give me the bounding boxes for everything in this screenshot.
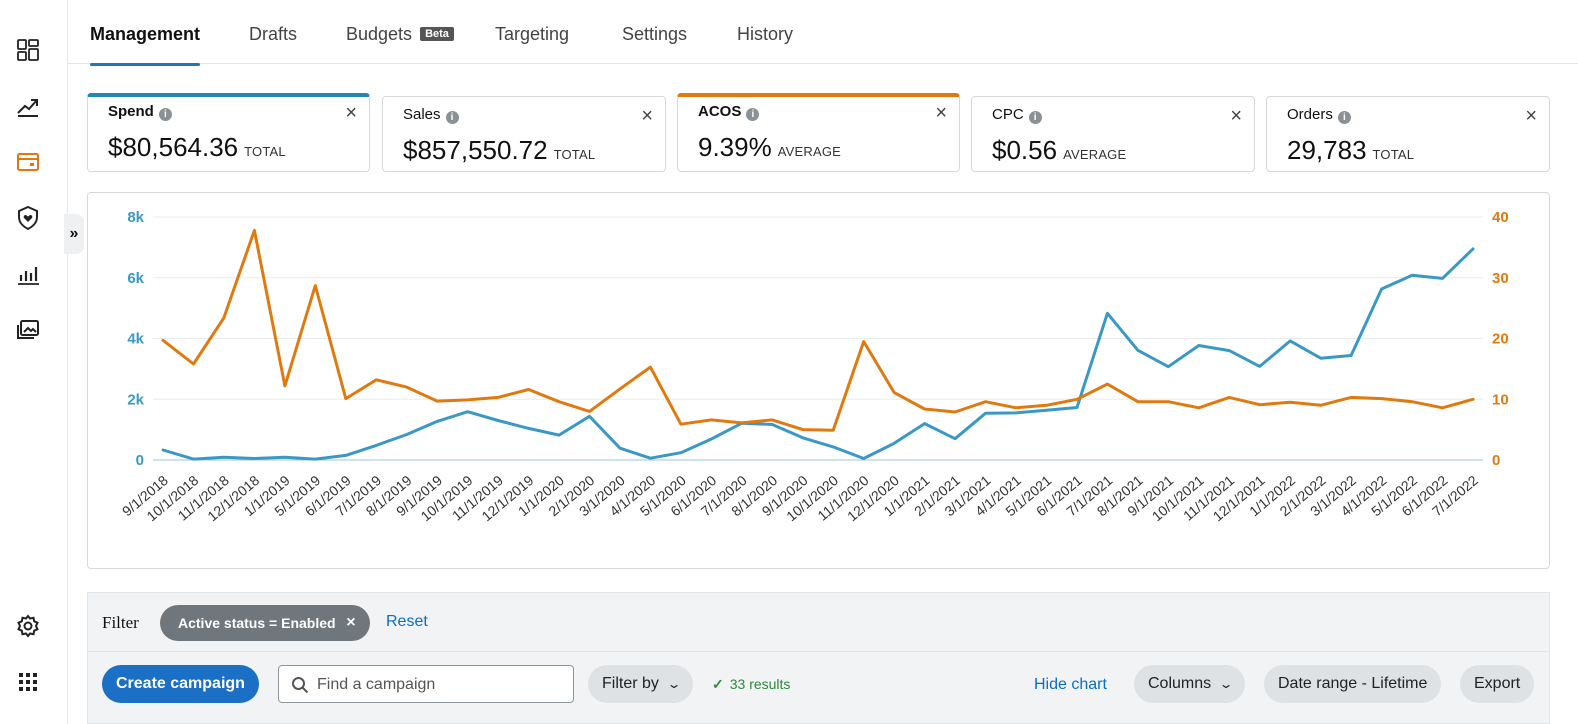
info-icon[interactable]: i [746,108,760,121]
metric-label: Sales i [403,106,459,124]
y-right-tick-label: 40 [1492,209,1509,226]
columns-label: Columns [1148,675,1212,692]
series-line-acos [161,228,1475,432]
remove-metric-close-icon[interactable]: × [345,102,357,124]
metric-unit: TOTAL [1372,147,1415,162]
remove-metric-close-icon[interactable]: × [641,105,653,127]
metric-card-acos[interactable]: ACOS i × 9.39% AVERAGE [677,93,960,172]
y-right-tick-label: 30 [1492,270,1509,287]
metric-value: $0.56 AVERAGE [992,135,1127,165]
apps-grid-icon[interactable] [14,668,42,696]
tab-label: Settings [622,24,688,44]
chevron-down-icon: ⌄ [1218,677,1234,691]
y-right-tick-label: 20 [1492,331,1509,348]
remove-metric-close-icon[interactable]: × [935,102,947,124]
y-left-tick-label: 0 [136,452,144,469]
y-left-tick-label: 6k [127,270,144,287]
filter-chip-label: Active status = Enabled [178,615,336,631]
image-gallery-icon[interactable] [14,316,42,344]
tab-budgets[interactable]: Budgets Beta [346,24,454,64]
metric-value: $857,550.72 TOTAL [403,135,596,165]
performance-chart-panel: 0 2k 4k 6k 8k 0 10 20 30 40 9/1/2018 10/1/2018 11/1/… [87,192,1550,569]
y-left-tick-label: 8k [127,209,144,226]
metric-unit: AVERAGE [1063,147,1127,162]
divider [88,651,1549,652]
create-campaign-button[interactable]: Create campaign [102,665,259,703]
search-icon [292,677,309,694]
info-icon[interactable]: i [158,108,172,121]
filter-label: Filter [102,613,139,632]
date-range-button[interactable]: Date range - Lifetime [1264,665,1442,703]
metric-unit: TOTAL [553,147,596,162]
tab-history[interactable]: History [737,24,793,64]
metric-label: Orders i [1287,106,1351,124]
search-box [278,665,574,703]
y-right-tick-label: 10 [1492,391,1509,408]
metric-card-cpc[interactable]: CPC i × $0.56 AVERAGE [971,96,1255,172]
results-count: ✓ 33 results [712,676,790,693]
metric-unit: TOTAL [244,144,286,159]
metric-label: CPC i [992,106,1042,124]
tab-label: Budgets [346,24,413,44]
columns-dropdown[interactable]: Columns ⌄ [1134,665,1246,703]
tab-management[interactable]: Management [90,24,201,66]
check-icon: ✓ [712,676,724,692]
y-left-tick-label: 4k [127,331,144,348]
metric-value: 9.39% AVERAGE [698,132,842,162]
metric-card-sales[interactable]: Sales i × $857,550.72 TOTAL [382,96,666,172]
remove-metric-close-icon[interactable]: × [1230,105,1242,127]
export-button[interactable]: Export [1460,665,1535,703]
metric-value: $80,564.36 TOTAL [108,132,286,162]
tab-label: Targeting [495,24,570,44]
metric-card-spend[interactable]: Spend i × $80,564.36 TOTAL [87,93,370,172]
active-filter-chip[interactable]: Active status = Enabled × [160,605,370,641]
tab-label: Drafts [249,24,298,44]
metric-label: ACOS i [698,103,760,121]
metric-value: 29,783 TOTAL [1287,135,1415,165]
tab-targeting[interactable]: Targeting [495,24,569,64]
tab-drafts[interactable]: Drafts [249,24,297,64]
metric-label: Spend i [108,103,172,121]
info-icon[interactable]: i [445,111,459,124]
bar-chart-icon[interactable] [14,260,42,288]
reset-filters-link[interactable]: Reset [386,613,428,630]
metric-card-orders[interactable]: Orders i × 29,783 TOTAL [1266,96,1550,172]
info-icon[interactable]: i [1028,111,1042,124]
y-left-tick-label: 2k [127,391,144,408]
remove-metric-close-icon[interactable]: × [1525,105,1537,127]
tab-settings[interactable]: Settings [622,24,687,64]
chevron-down-icon: ⌄ [666,677,682,691]
settings-icon[interactable] [14,612,42,640]
tab-label: Management [90,24,201,44]
campaign-icon[interactable] [14,148,42,176]
tab-label: History [737,24,794,44]
performance-line-chart: 02k4k6k8k0102030409/1/201810/1/201811/1/… [119,209,1509,524]
info-icon[interactable]: i [1337,111,1351,124]
left-nav-rail [0,0,68,724]
results-label: 33 results [729,676,791,692]
filter-by-dropdown[interactable]: Filter by ⌄ [588,665,693,703]
metric-unit: AVERAGE [777,144,842,159]
trending-up-icon[interactable] [14,92,42,120]
expand-sidebar-button[interactable]: » [64,214,84,254]
dashboard-icon[interactable] [14,36,42,64]
filter-toolbar: Filter Active status = Enabled × Reset C… [87,592,1550,724]
y-right-tick-label: 0 [1492,452,1500,469]
beta-badge: Beta [420,27,454,41]
remove-filter-close-icon[interactable]: × [346,614,356,631]
expand-icon: » [69,225,79,242]
series-line-spend [161,247,1475,461]
search-input[interactable] [317,674,567,696]
hide-chart-link[interactable]: Hide chart [1034,676,1107,693]
shield-heart-icon[interactable] [14,204,42,232]
filter-by-label: Filter by [602,675,659,692]
tab-bar: Management Drafts Budgets Beta Targeting … [68,18,1578,66]
